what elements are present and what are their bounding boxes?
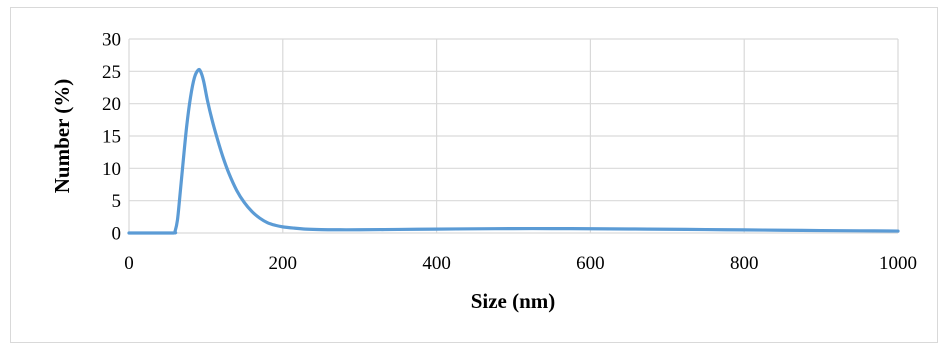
tick-labels: 0 5 10 15 20 25 30 0 200 400 600 800 1000: [102, 30, 917, 275]
x-axis-title: Size (nm): [471, 289, 556, 313]
axes: [128, 39, 898, 234]
y-tick-label: 0: [112, 224, 122, 245]
y-tick-label: 5: [112, 191, 122, 212]
y-tick-label: 30: [102, 30, 121, 51]
y-tick-label: 20: [102, 94, 121, 115]
gridlines: [129, 38, 899, 233]
x-tick-label: 600: [576, 253, 605, 274]
x-tick-label: 0: [124, 253, 134, 274]
y-tick-label: 15: [102, 127, 121, 148]
x-tick-label: 400: [422, 253, 451, 274]
x-tick-label: 1000: [879, 253, 917, 274]
x-tick-label: 200: [269, 253, 298, 274]
y-tick-label: 25: [102, 62, 121, 83]
y-tick-label: 10: [102, 159, 121, 180]
y-axis-title: Number (%): [50, 79, 74, 194]
x-tick-label: 800: [730, 253, 759, 274]
series-line: [127, 67, 900, 235]
chart-frame: [10, 7, 938, 343]
series-layer: [127, 67, 900, 235]
